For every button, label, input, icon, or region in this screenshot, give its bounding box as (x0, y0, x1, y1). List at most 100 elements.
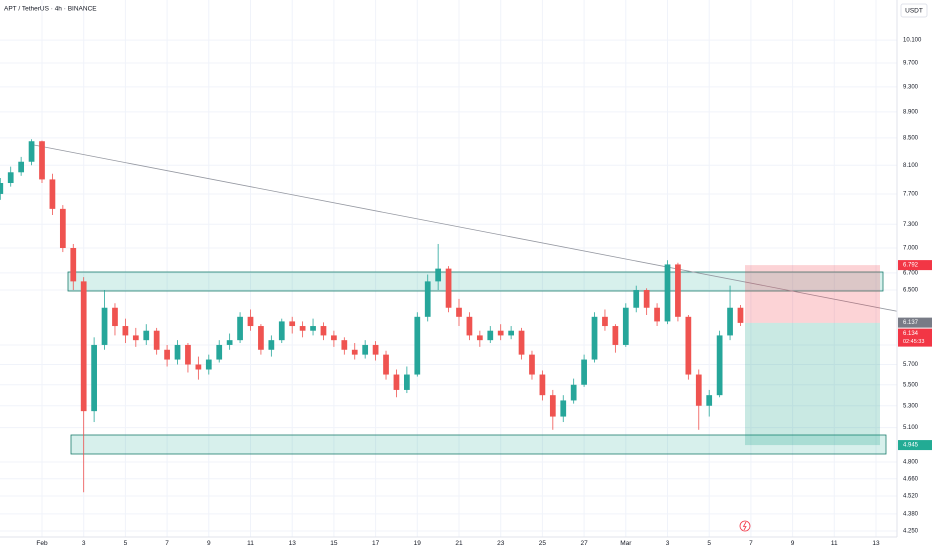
candle-body (695, 374, 702, 406)
x-tick-label: 7 (165, 540, 169, 547)
candle-body (508, 330, 514, 336)
candle-body (393, 374, 400, 390)
alert-icon[interactable] (739, 520, 751, 532)
candle-body (153, 330, 160, 350)
candle-body (497, 330, 504, 336)
x-tick-label: 5 (707, 540, 711, 547)
price-label: 4.945 (903, 443, 919, 449)
candle-body (18, 161, 25, 173)
axis-labels: 10.100 9.700 9.300 8.900 8.500 8.100 7.700 7.30… (36, 38, 932, 547)
position-tool (745, 265, 880, 446)
candle-body (549, 395, 556, 417)
candle-body (570, 384, 577, 401)
candle-body (737, 307, 744, 323)
y-tick-label: 4.250 (903, 529, 919, 535)
price-axis (897, 0, 932, 550)
y-tick-label: 8.100 (903, 163, 919, 169)
candle-body (664, 264, 671, 322)
candle-body (456, 307, 462, 317)
x-tick-label: 13 (872, 540, 880, 547)
candle-body (727, 307, 733, 336)
candle-body (268, 340, 275, 350)
candle-body (164, 349, 170, 360)
y-tick-label: 9.300 (903, 84, 919, 90)
candle-body (112, 307, 118, 327)
candle-body (643, 290, 650, 308)
candle-body (341, 340, 348, 350)
candle-body (487, 330, 494, 341)
candle-body (49, 179, 56, 209)
y-tick-label: 6.700 (903, 270, 919, 276)
candle-body (143, 330, 150, 341)
candle-body (278, 321, 285, 341)
price-label: 6.137 (903, 320, 919, 326)
y-tick-label: 6.500 (903, 288, 919, 294)
price-label: 6.134 (903, 331, 919, 337)
x-tick-label: 23 (497, 540, 505, 547)
x-tick-label: 21 (455, 540, 463, 547)
y-tick-label: 10.100 (903, 38, 922, 44)
y-tick-label: 9.700 (903, 61, 919, 67)
candle-body (529, 354, 535, 375)
candle-body (70, 247, 77, 282)
candle-body (258, 326, 264, 350)
candle-body (122, 326, 129, 336)
x-tick-label: Mar (620, 540, 632, 547)
candle-body (466, 316, 473, 336)
candle-body (602, 316, 608, 327)
trend-line (33, 144, 932, 319)
y-tick-label: 7.700 (903, 192, 919, 198)
y-tick-label: 5.500 (903, 382, 919, 388)
x-tick-label: 11 (831, 540, 838, 547)
candle-body (383, 354, 389, 375)
alert-icon-bolt[interactable] (742, 521, 747, 531)
y-tick-label: 5.700 (903, 362, 919, 368)
candle-body (539, 374, 546, 396)
y-tick-label: 5.300 (903, 403, 919, 409)
x-tick-label: 17 (372, 540, 380, 547)
candle-body (226, 340, 233, 345)
candle-body (59, 208, 66, 248)
candle-body (174, 344, 181, 360)
x-tick-label: 9 (791, 540, 795, 547)
candle-body (560, 400, 567, 417)
candle-body (476, 335, 483, 341)
candle-body (28, 141, 35, 162)
x-tick-label: 3 (82, 540, 86, 547)
x-tick-label: 27 (580, 540, 588, 547)
y-tick-label: 4.380 (903, 511, 919, 517)
y-tick-label: 4.660 (903, 476, 919, 482)
candle-body (195, 364, 202, 370)
candle-body (132, 335, 139, 341)
x-tick-label: 9 (207, 540, 211, 547)
candle-body (404, 374, 410, 390)
candle-body (716, 335, 723, 396)
x-tick-label: 11 (247, 540, 254, 547)
candle-body (91, 344, 97, 412)
candle-body (372, 344, 379, 355)
target-zone (745, 322, 880, 446)
x-tick-label: 7 (749, 540, 753, 547)
x-tick-label: Feb (36, 540, 48, 547)
candle-body (216, 344, 223, 360)
candle-body (591, 316, 598, 360)
x-tick-label: 3 (666, 540, 670, 547)
y-tick-label: 8.500 (903, 135, 919, 141)
y-tick-label: 4.520 (903, 494, 919, 500)
candle-body (633, 290, 640, 308)
currency-box (900, 3, 928, 18)
candle-body (706, 395, 713, 406)
price-label-box (898, 317, 932, 328)
candle-body (101, 307, 108, 345)
candle-body (310, 326, 316, 331)
candle-body (247, 316, 254, 327)
candle-body (289, 321, 296, 327)
y-tick-label: 4.800 (903, 460, 919, 466)
time-axis (0, 537, 932, 550)
candle-body (622, 307, 629, 345)
chart-title: APT / TetherUS · 4h · BINANCE (4, 6, 97, 13)
candle-body (351, 349, 358, 355)
candle-body (0, 183, 4, 194)
